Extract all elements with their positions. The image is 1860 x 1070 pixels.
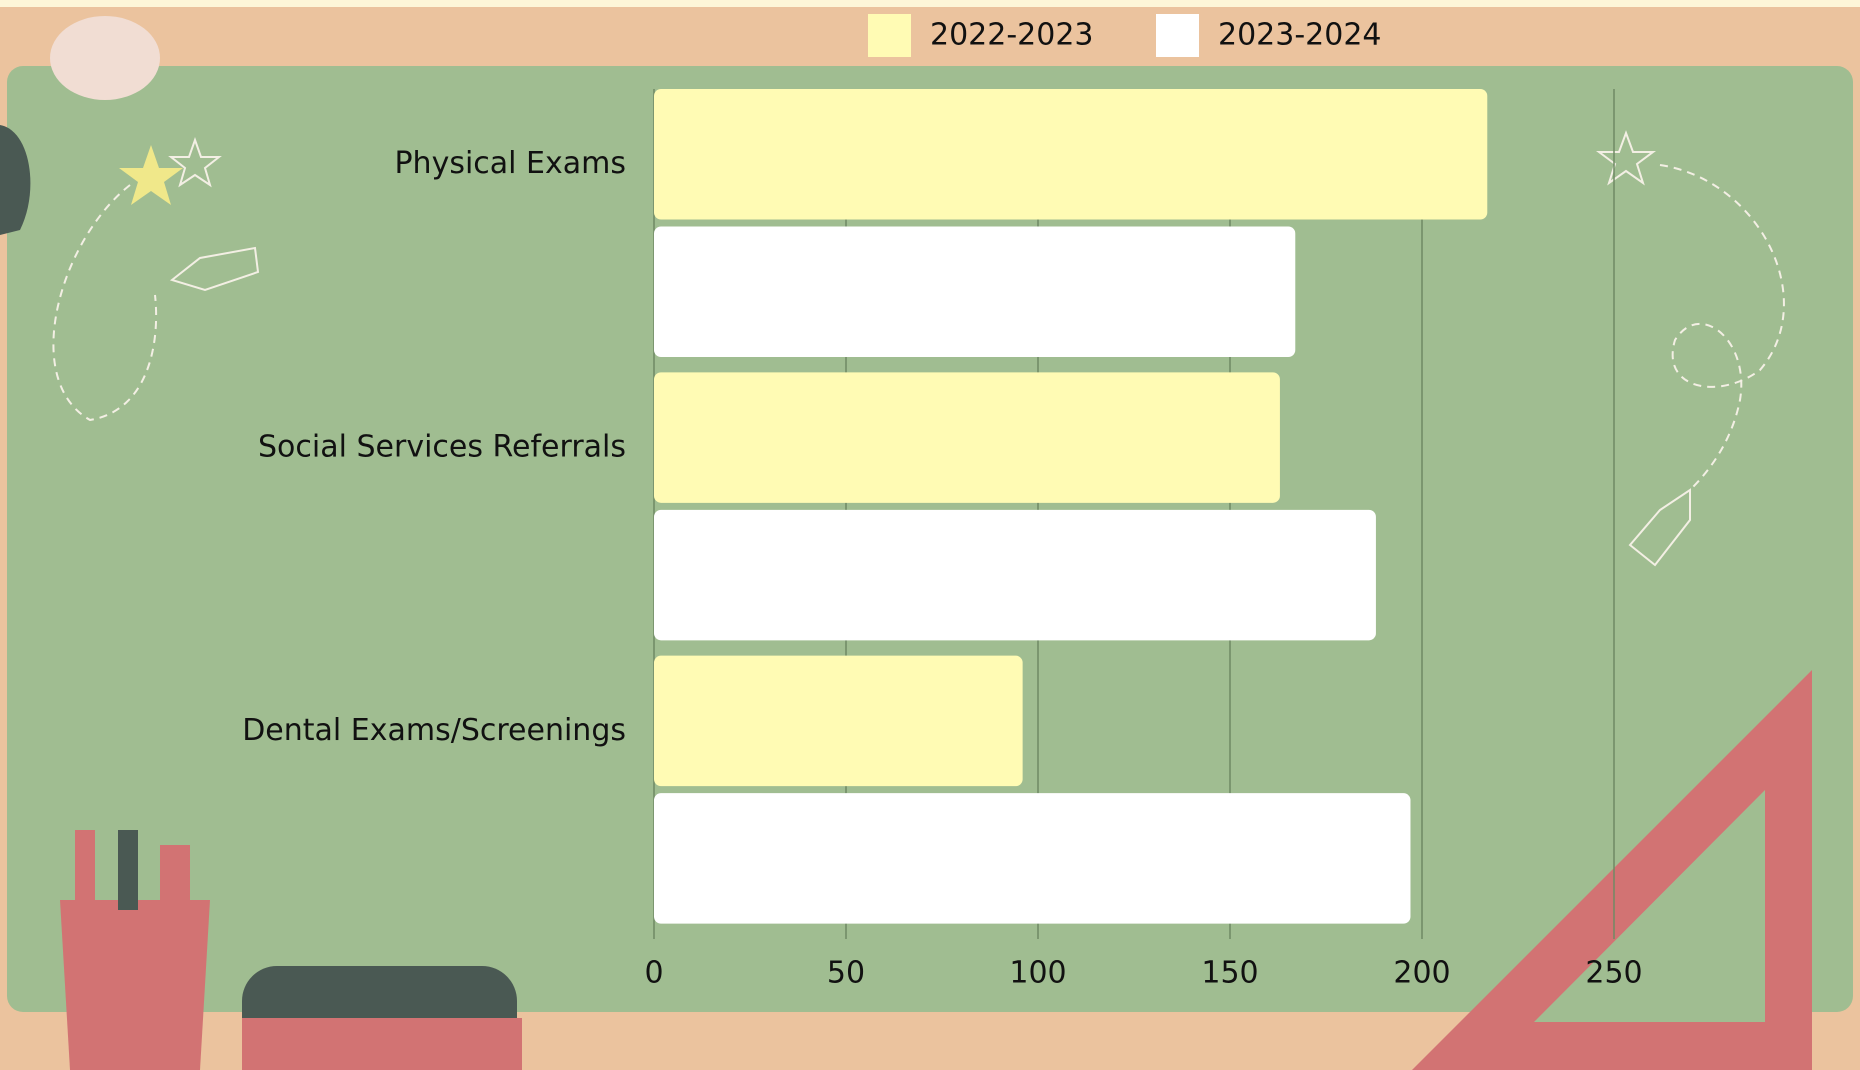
decoration — [118, 830, 138, 910]
bar — [654, 793, 1410, 924]
decoration — [160, 845, 190, 910]
legend-swatch — [868, 14, 911, 57]
decoration — [75, 830, 95, 910]
decoration — [242, 1018, 522, 1070]
x-tick-label: 250 — [1585, 956, 1642, 991]
bar — [654, 227, 1295, 358]
y-tick-label: Social Services Referrals — [258, 430, 626, 465]
x-tick-label: 0 — [644, 956, 663, 991]
x-tick-label: 150 — [1201, 956, 1258, 991]
legend-label: 2022-2023 — [930, 18, 1094, 53]
decoration — [50, 16, 160, 100]
bar — [654, 372, 1280, 503]
x-tick-label: 200 — [1393, 956, 1450, 991]
decoration — [60, 900, 210, 1070]
bar — [654, 89, 1487, 220]
legend-swatch — [1156, 14, 1199, 57]
x-tick-label: 100 — [1009, 956, 1066, 991]
y-tick-label: Dental Exams/Screenings — [242, 713, 626, 748]
legend-label: 2023-2024 — [1218, 18, 1382, 53]
top-strip — [0, 0, 1860, 7]
y-tick-label: Physical Exams — [394, 146, 626, 181]
x-tick-label: 50 — [827, 956, 865, 991]
bar — [654, 656, 1023, 787]
bar — [654, 510, 1376, 641]
chart: 0 50 100 150 200 250 2022-2023 2023-2024 Physica… — [0, 0, 1860, 1070]
